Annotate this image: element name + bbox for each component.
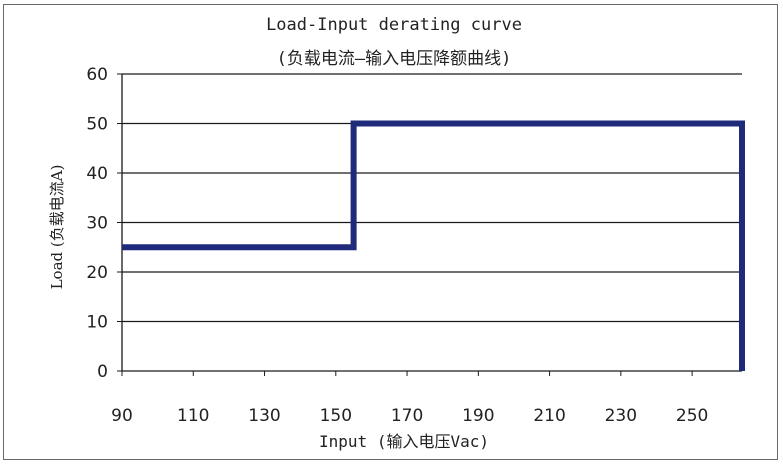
series-line-0 xyxy=(122,120,745,371)
x-tick-label-190: 190 xyxy=(462,406,494,426)
x-tick-label-250: 250 xyxy=(676,406,708,426)
y-tick-label-10: 10 xyxy=(86,313,108,333)
y-tick-label-0: 0 xyxy=(97,362,108,382)
y-tick-label-40: 40 xyxy=(86,164,108,184)
x-tick-labels: 90 110 130 150 170 190 210 230 250 xyxy=(111,406,708,426)
derating-chart: Load-Input derating curve (负载电流—输入电压降额曲线… xyxy=(48,15,745,451)
x-tick-label-230: 230 xyxy=(605,406,637,426)
y-tick-label-20: 20 xyxy=(86,263,108,283)
x-tick-label-210: 210 xyxy=(533,406,565,426)
y-axis-label: Load (负载电流A) xyxy=(48,165,66,290)
y-tick-label-30: 30 xyxy=(86,214,108,234)
x-tick-label-130: 130 xyxy=(248,406,280,426)
x-axis-label: Input (输入电压Vac) xyxy=(319,432,489,451)
x-tick-label-110: 110 xyxy=(177,406,209,426)
y-tick-labels: 0 10 20 30 40 50 60 xyxy=(86,65,108,382)
x-tick-label-90: 90 xyxy=(111,406,133,426)
x-tick-label-150: 150 xyxy=(320,406,352,426)
x-tick-label-170: 170 xyxy=(391,406,423,426)
series-layer xyxy=(122,120,745,371)
chart-frame: Load-Input derating curve (负载电流—输入电压降额曲线… xyxy=(3,4,778,460)
y-tick-label-50: 50 xyxy=(86,115,108,135)
y-tick-label-60: 60 xyxy=(86,65,108,85)
gridlines xyxy=(117,73,742,376)
chart-subtitle: (负载电流—输入电压降额曲线) xyxy=(277,49,512,69)
chart-title: Load-Input derating curve xyxy=(266,15,522,35)
